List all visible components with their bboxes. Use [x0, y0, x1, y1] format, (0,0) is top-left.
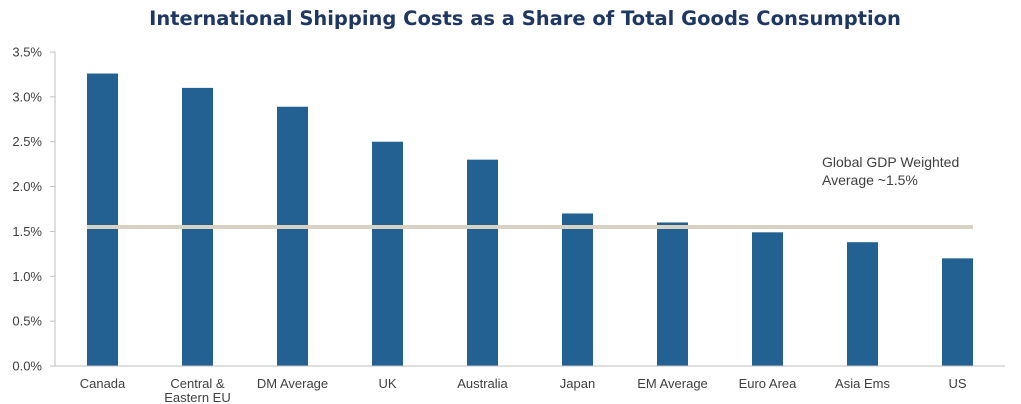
- chart-title: International Shipping Costs as a Share …: [149, 7, 901, 30]
- bar: [87, 73, 118, 366]
- x-category-label: Euro Area: [739, 376, 798, 391]
- y-tick-label: 2.5%: [12, 134, 42, 149]
- y-axis: 0.0% 0.5% 1.0% 1.5% 2.0% 2.5% 3.0% 3.5%: [12, 45, 56, 374]
- y-tick-label: 0.0%: [12, 359, 42, 374]
- bar: [752, 232, 783, 366]
- x-category-label: Japan: [560, 376, 595, 391]
- bar: [562, 213, 593, 366]
- x-category-label: UK: [378, 376, 396, 391]
- bar: [277, 106, 308, 367]
- bar: [657, 222, 688, 366]
- x-category-label: US: [948, 376, 966, 391]
- reference-line-group: Global GDP Weighted Average ~1.5%: [87, 154, 973, 229]
- reference-line-label: Global GDP Weighted Average ~1.5%: [822, 154, 959, 188]
- x-category-label: Central & Eastern EU: [164, 376, 230, 404]
- x-axis: Canada Central & Eastern EU DM Average UK Aus…: [55, 365, 1005, 404]
- x-category-label: Australia: [457, 376, 508, 391]
- x-category-label: DM Average: [257, 376, 328, 391]
- y-tick-label: 1.0%: [12, 269, 42, 284]
- y-tick-label: 3.5%: [12, 45, 42, 60]
- bar: [847, 242, 878, 366]
- y-tick-label: 1.5%: [12, 224, 42, 239]
- bars: [87, 73, 973, 367]
- bar: [372, 141, 403, 366]
- x-category-label: Canada: [80, 376, 126, 391]
- y-tick-label: 0.5%: [12, 314, 42, 329]
- bar: [942, 258, 973, 366]
- x-category-label: Asia Ems: [835, 376, 890, 391]
- x-category-label: EM Average: [637, 376, 708, 391]
- bar: [467, 159, 498, 366]
- y-tick-label: 3.0%: [12, 89, 42, 104]
- y-tick-label: 2.0%: [12, 179, 42, 194]
